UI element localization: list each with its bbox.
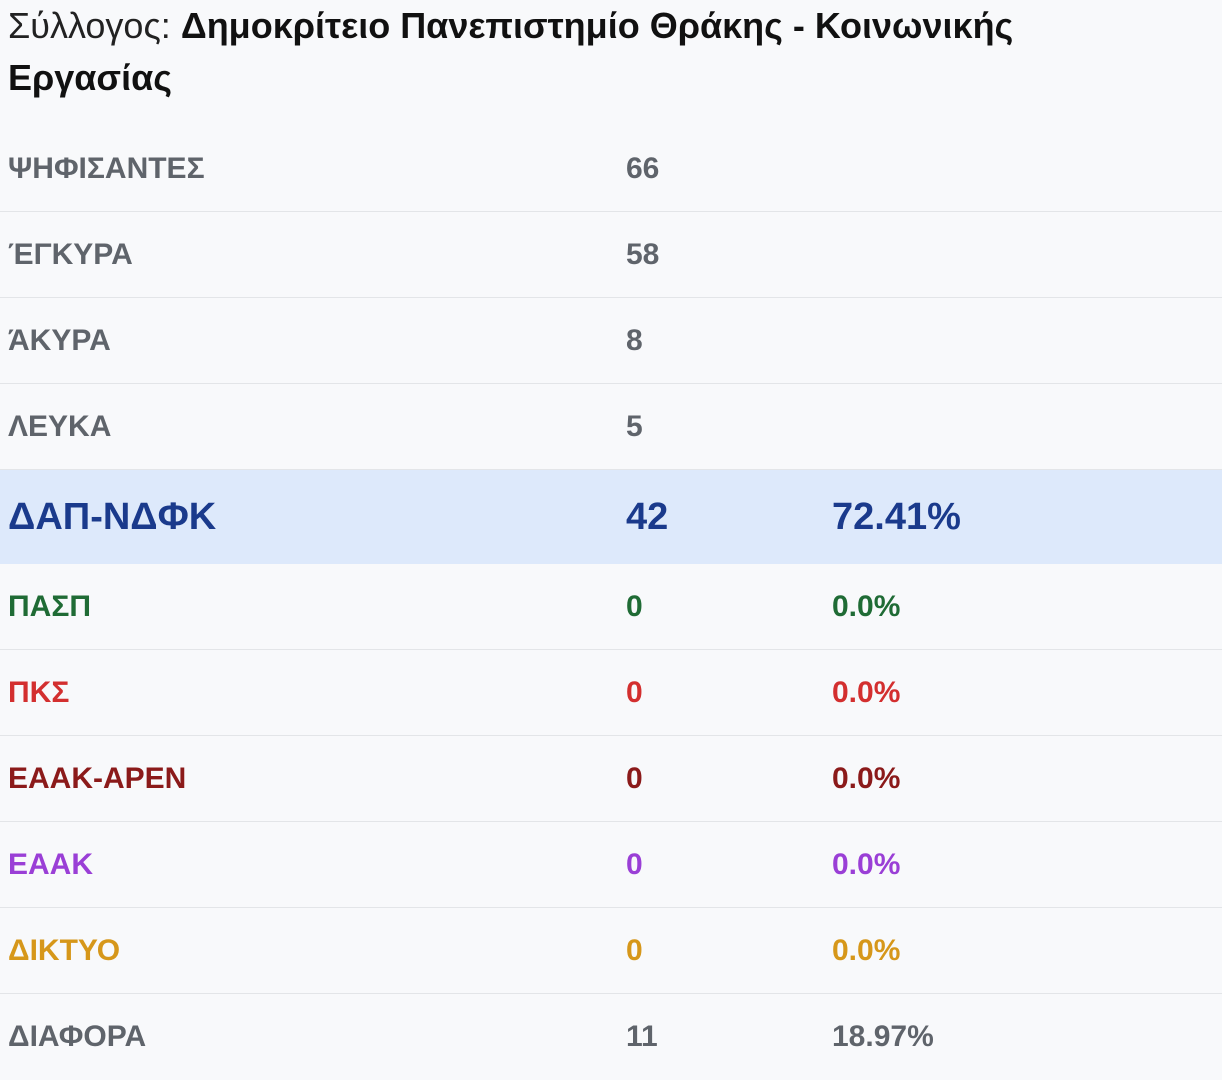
party-name: ΠΑΣΠ (8, 590, 91, 623)
stat-row-valid: ΈΓΚΥΡΑ 58 (0, 212, 1222, 298)
party-row: ΠΚΣ 0 0.0% (0, 650, 1222, 736)
union-name: Δημοκρίτειο Πανεπιστημίο Θράκης - Κοινων… (8, 5, 1014, 98)
party-votes: 0 (626, 590, 643, 623)
party-row: ΔΙΚΤΥΟ 0 0.0% (0, 908, 1222, 994)
party-name: ΔΑΠ-ΝΔΦΚ (8, 496, 217, 538)
party-votes: 42 (626, 496, 669, 538)
stat-value: 5 (626, 410, 643, 443)
stat-row-voters: ΨΗΦΙΣΑΝΤΕΣ 66 (0, 126, 1222, 212)
party-row: ΠΑΣΠ 0 0.0% (0, 564, 1222, 650)
party-row: ΕΑΑΚ 0 0.0% (0, 822, 1222, 908)
party-votes: 0 (626, 848, 643, 881)
party-row-other: ΔΙΑΦΟΡΑ 11 18.97% (0, 994, 1222, 1080)
stat-value: 66 (626, 152, 660, 185)
stat-row-invalid: ΆΚΥΡΑ 8 (0, 298, 1222, 384)
stat-label: ΨΗΦΙΣΑΝΤΕΣ (8, 152, 205, 185)
stat-label: ΈΓΚΥΡΑ (8, 238, 133, 271)
party-name: ΕΑΑΚ-ΑΡΕΝ (8, 762, 187, 795)
party-name: ΕΑΑΚ (8, 848, 94, 881)
results-table: ΨΗΦΙΣΑΝΤΕΣ 66 ΈΓΚΥΡΑ 58 ΆΚΥΡΑ 8 ΛΕΥΚΑ 5 … (0, 126, 1222, 1080)
union-label: Σύλλογος: (8, 5, 171, 46)
party-percent: 0.0% (832, 590, 901, 623)
party-row: ΕΑΑΚ-ΑΡΕΝ 0 0.0% (0, 736, 1222, 822)
party-votes: 0 (626, 934, 643, 967)
stat-value: 58 (626, 238, 660, 271)
party-percent: 0.0% (832, 934, 901, 967)
stat-label: ΆΚΥΡΑ (8, 324, 111, 357)
party-percent: 0.0% (832, 762, 901, 795)
stat-value: 8 (626, 324, 643, 357)
party-percent: 72.41% (832, 496, 961, 538)
party-name: ΔΙΑΦΟΡΑ (8, 1020, 147, 1053)
party-votes: 0 (626, 762, 643, 795)
stat-row-blank: ΛΕΥΚΑ 5 (0, 384, 1222, 470)
party-votes: 0 (626, 676, 643, 709)
party-percent: 18.97% (832, 1020, 934, 1053)
party-percent: 0.0% (832, 676, 901, 709)
stat-label: ΛΕΥΚΑ (8, 410, 112, 443)
party-name: ΔΙΚΤΥΟ (8, 934, 121, 967)
party-name: ΠΚΣ (8, 676, 70, 709)
page-title: Σύλλογος: Δημοκρίτειο Πανεπιστημίο Θράκη… (8, 0, 1128, 104)
party-row-winner: ΔΑΠ-ΝΔΦΚ 42 72.41% (0, 470, 1222, 564)
party-votes: 11 (626, 1020, 658, 1053)
party-percent: 0.0% (832, 848, 901, 881)
